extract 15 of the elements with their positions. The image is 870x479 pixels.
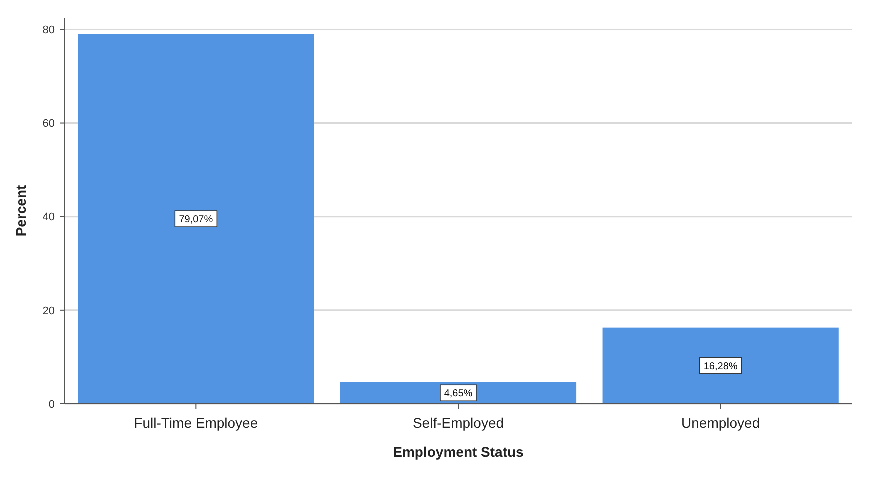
x-tick-label: Unemployed [682,415,760,431]
bar [78,34,314,404]
x-tick-label: Self-Employed [412,415,504,431]
x-axis-title: Employment Status [393,444,524,460]
y-tick-label: 60 [42,118,55,130]
data-label: 79,07% [179,214,214,226]
data-label: 4,65% [444,388,473,400]
bar [602,328,839,404]
y-axis-title: Percent [13,184,29,237]
y-tick-label: 80 [42,24,55,37]
y-tick-label: 0 [48,398,55,411]
data-label: 16,28% [704,361,738,372]
x-tick-label: Full-Time Employee [134,415,258,431]
y-tick-label: 20 [42,305,55,318]
y-tick-label: 40 [42,212,55,224]
